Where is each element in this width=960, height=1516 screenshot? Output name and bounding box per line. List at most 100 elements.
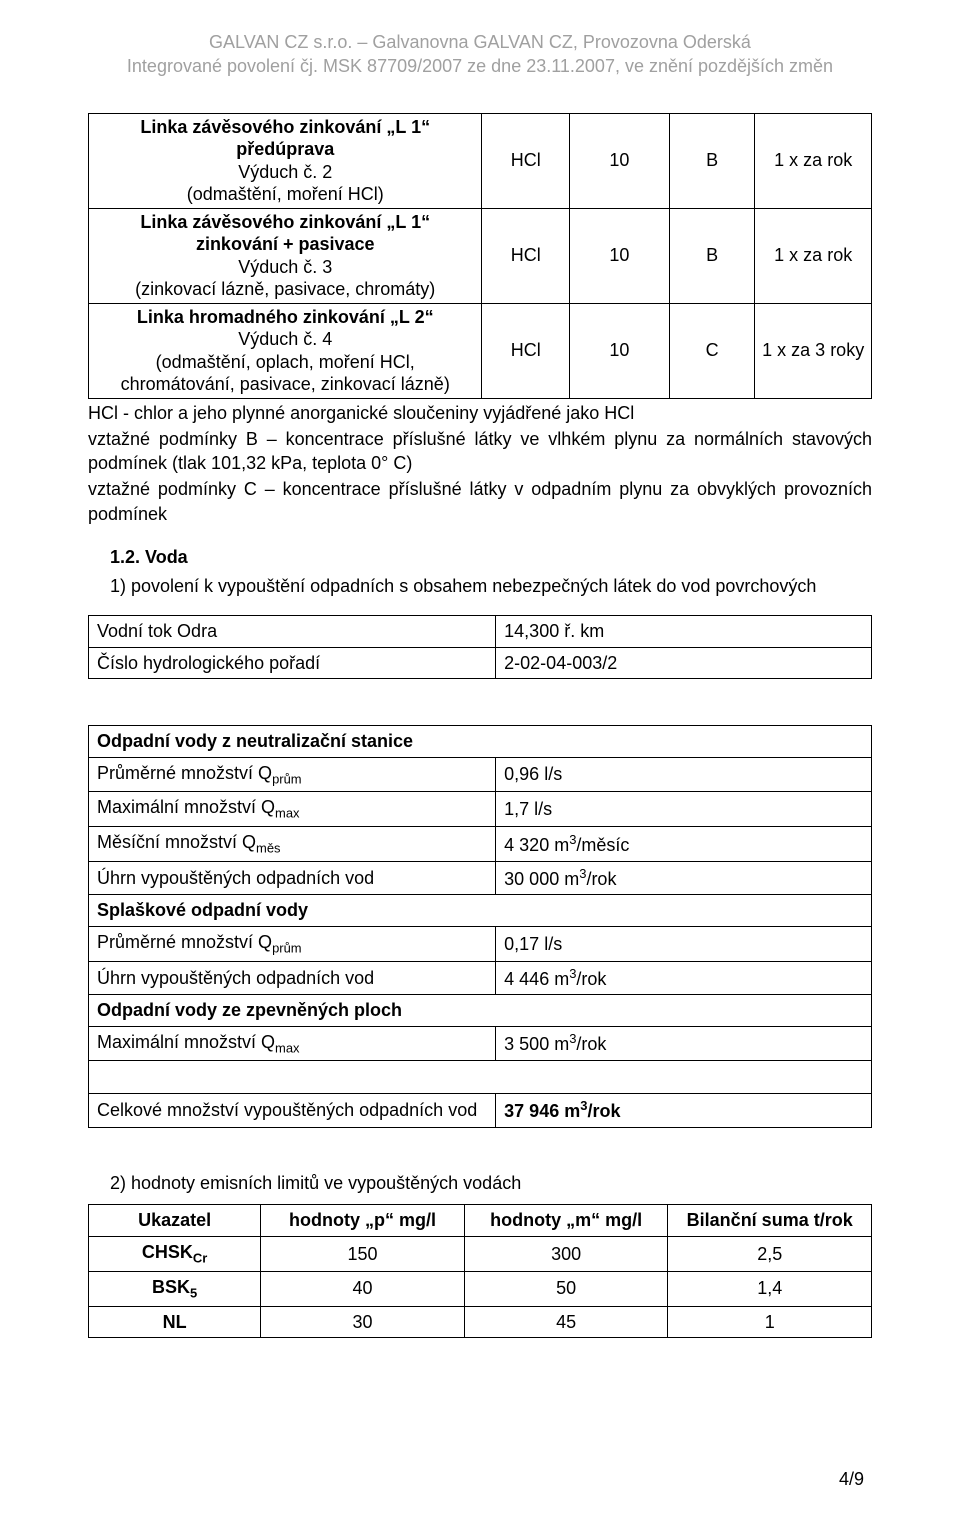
indicator-sub: 5 (190, 1285, 197, 1300)
table-row: Číslo hydrologického pořadí 2-02-04-003/… (89, 647, 872, 679)
footnote: HCl - chlor a jeho plynné anorganické sl… (88, 401, 872, 425)
value: 4 320 m3/měsíc (496, 827, 872, 862)
pollutant: HCl (482, 208, 569, 303)
indicator: BSK5 (89, 1271, 261, 1306)
section-row: Odpadní vody ze zpevněných ploch (89, 995, 872, 1027)
label: Měsíční množství Qměs (89, 827, 496, 862)
col-header: Ukazatel (89, 1205, 261, 1237)
value: 14,300 ř. km (496, 616, 872, 648)
label: Průměrné množství Qprům (89, 926, 496, 961)
value: 0,17 l/s (496, 926, 872, 961)
wastewater-table: Odpadní vody z neutralizační stanice Prů… (88, 725, 872, 1128)
header-row: Ukazatel hodnoty „p“ mg/l hodnoty „m“ mg… (89, 1205, 872, 1237)
source-description: Linka závěsového zinkování „L 1“ zinková… (89, 208, 482, 303)
value-a: 37 946 m (504, 1101, 580, 1121)
indicator: CHSKCr (89, 1236, 261, 1271)
footnote: vztažné podmínky B – koncentrace přísluš… (88, 427, 872, 476)
source-description: Linka hromadného zinkování „L 2“ Výduch … (89, 303, 482, 398)
label: Vodní tok Odra (89, 616, 496, 648)
value-p: 150 (261, 1236, 465, 1271)
table-row: Linka závěsového zinkování „L 1“ zinková… (89, 208, 872, 303)
value-b: /měsíc (576, 835, 629, 855)
page: GALVAN CZ s.r.o. – Galvanovna GALVAN CZ,… (0, 0, 960, 1516)
value: 37 946 m3/rok (496, 1094, 872, 1128)
table-row: Průměrné množství Qprům 0,17 l/s (89, 926, 872, 961)
page-number: 4/9 (839, 1468, 864, 1491)
value: 1,7 l/s (496, 792, 872, 827)
label: Maximální množství Qmax (89, 792, 496, 827)
pollutant: HCl (482, 113, 569, 208)
section-heading: Splaškové odpadní vody (89, 895, 872, 927)
condition: B (669, 113, 754, 208)
section-heading: Odpadní vody z neutralizační stanice (89, 726, 872, 758)
indicator: NL (89, 1306, 261, 1338)
text-line: Výduch č. 2 (95, 161, 475, 184)
text-line: (odmaštění, moření HCl) (95, 183, 475, 206)
section-row: Splaškové odpadní vody (89, 895, 872, 927)
value-b: 1 (668, 1306, 872, 1338)
paragraph: 1) povolení k vypouštění odpadních s obs… (110, 575, 872, 598)
text-line: chromátování, pasivace, zinkovací lázně) (95, 373, 475, 396)
label-sub: max (275, 1040, 299, 1055)
value-m: 300 (464, 1236, 668, 1271)
label-sub: prům (272, 771, 302, 786)
text-line: Výduch č. 3 (95, 256, 475, 279)
bold-line: předúprava (95, 138, 475, 161)
limit-value: 10 (569, 303, 669, 398)
value-b: /rok (576, 969, 606, 989)
limit-value: 10 (569, 113, 669, 208)
table-row: Vodní tok Odra 14,300 ř. km (89, 616, 872, 648)
value-b: /rok (586, 869, 616, 889)
pollutant: HCl (482, 303, 569, 398)
value-b: /rok (576, 1034, 606, 1054)
condition: C (669, 303, 754, 398)
label-text: Průměrné množství Q (97, 932, 272, 952)
label: Maximální množství Qmax (89, 1026, 496, 1061)
col-header: Bilanční suma t/rok (668, 1205, 872, 1237)
label-text: Maximální množství Q (97, 1032, 275, 1052)
table-row: Úhrn vypouštěných odpadních vod 30 000 m… (89, 861, 872, 895)
value: 0,96 l/s (496, 757, 872, 792)
text-line: Výduch č. 4 (95, 328, 475, 351)
value-b: 2,5 (668, 1236, 872, 1271)
value-a: 3 500 m (504, 1034, 569, 1054)
value-b: 1,4 (668, 1271, 872, 1306)
bold-line: Linka závěsového zinkování „L 1“ (95, 211, 475, 234)
limit-value: 10 (569, 208, 669, 303)
emission-limits-table: Ukazatel hodnoty „p“ mg/l hodnoty „m“ mg… (88, 1204, 872, 1338)
bold-line: zinkování + pasivace (95, 233, 475, 256)
label-sub: max (275, 806, 299, 821)
value: 4 446 m3/rok (496, 961, 872, 995)
text-line: (odmaštění, oplach, moření HCl, (95, 351, 475, 374)
label-text: Maximální množství Q (97, 797, 275, 817)
value-p: 40 (261, 1271, 465, 1306)
table-row: Průměrné množství Qprům 0,96 l/s (89, 757, 872, 792)
paragraph: 2) hodnoty emisních limitů ve vypouštěný… (110, 1172, 872, 1195)
value-b: /rok (587, 1101, 620, 1121)
value: 2-02-04-003/2 (496, 647, 872, 679)
label-text: Průměrné množství Q (97, 763, 272, 783)
running-header: GALVAN CZ s.r.o. – Galvanovna GALVAN CZ,… (88, 30, 872, 79)
waterway-table: Vodní tok Odra 14,300 ř. km Číslo hydrol… (88, 615, 872, 679)
value: 30 000 m3/rok (496, 861, 872, 895)
value-a: 30 000 m (504, 869, 579, 889)
header-line-2: Integrované povolení čj. MSK 87709/2007 … (88, 54, 872, 78)
frequency: 1 x za rok (755, 113, 872, 208)
label: Celkové množství vypouštěných odpadních … (89, 1094, 496, 1128)
table-row: Úhrn vypouštěných odpadních vod 4 446 m3… (89, 961, 872, 995)
label: Úhrn vypouštěných odpadních vod (89, 961, 496, 995)
value-p: 30 (261, 1306, 465, 1338)
label: Číslo hydrologického pořadí (89, 647, 496, 679)
value-m: 45 (464, 1306, 668, 1338)
table-row: Linka hromadného zinkování „L 2“ Výduch … (89, 303, 872, 398)
table-row: BSK5 40 50 1,4 (89, 1271, 872, 1306)
header-line-1: GALVAN CZ s.r.o. – Galvanovna GALVAN CZ,… (88, 30, 872, 54)
col-header: hodnoty „m“ mg/l (464, 1205, 668, 1237)
value-a: 4 320 m (504, 835, 569, 855)
condition: B (669, 208, 754, 303)
table-row: CHSKCr 150 300 2,5 (89, 1236, 872, 1271)
table-row: NL 30 45 1 (89, 1306, 872, 1338)
text-line: (zinkovací lázně, pasivace, chromáty) (95, 278, 475, 301)
table-row: Maximální množství Qmax 1,7 l/s (89, 792, 872, 827)
emission-sources-table: Linka závěsového zinkování „L 1“ předúpr… (88, 113, 872, 399)
